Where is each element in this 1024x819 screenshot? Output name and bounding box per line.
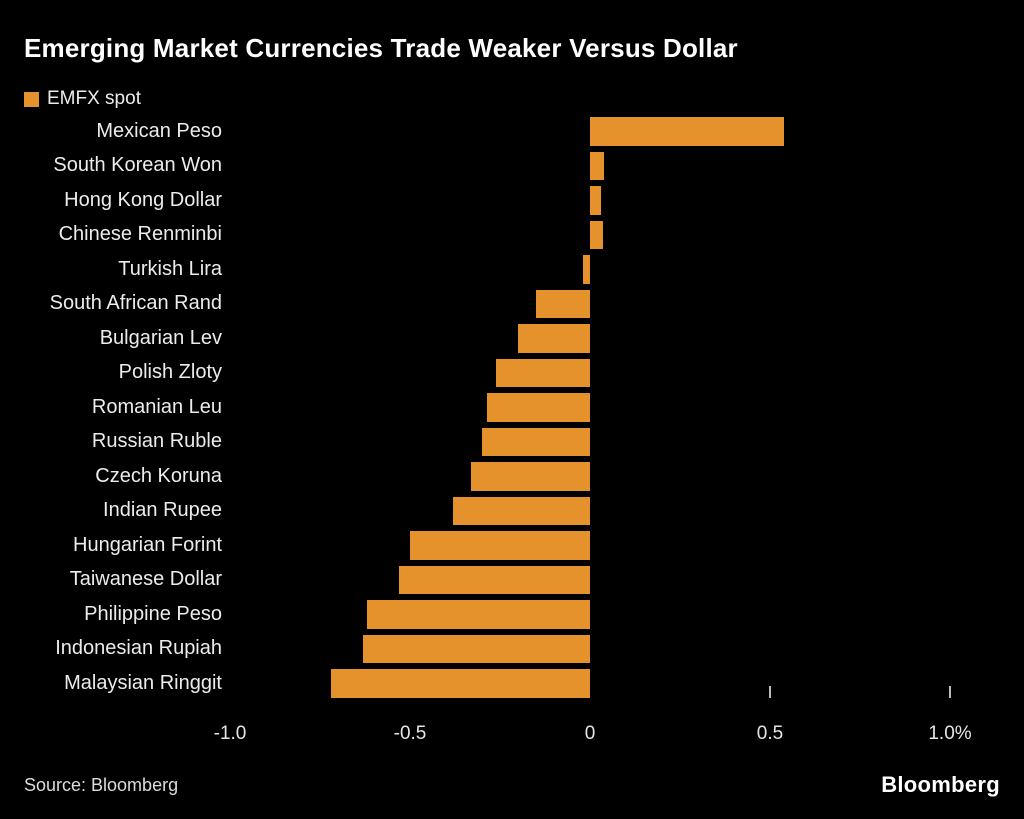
category-label: Turkish Lira bbox=[118, 257, 222, 280]
chart-row: Taiwanese Dollar bbox=[0, 563, 1024, 598]
category-label: Indian Rupee bbox=[103, 499, 222, 522]
bar-negative bbox=[496, 358, 590, 387]
bar-negative bbox=[363, 634, 590, 663]
legend: EMFX spot bbox=[24, 88, 141, 110]
category-label: Russian Ruble bbox=[91, 430, 222, 453]
category-label: Indonesian Rupiah bbox=[55, 637, 222, 660]
bar-negative bbox=[487, 393, 590, 422]
category-label: Mexican Peso bbox=[96, 119, 222, 142]
row-plot bbox=[230, 287, 950, 322]
category-label: South African Rand bbox=[49, 292, 222, 315]
x-tick-label: 0 bbox=[584, 723, 596, 744]
chart-row: Chinese Renminbi bbox=[0, 218, 1024, 253]
row-plot bbox=[230, 494, 950, 529]
row-plot bbox=[230, 218, 950, 253]
chart-row: South Korean Won bbox=[0, 149, 1024, 184]
x-axis: -1.0 -0.5 0 0.5 1.0% bbox=[214, 723, 972, 749]
row-plot bbox=[230, 390, 950, 425]
bar-positive bbox=[590, 151, 605, 180]
category-label: Polish Zloty bbox=[118, 361, 222, 384]
chart-row: Turkish Lira bbox=[0, 252, 1024, 287]
category-label: Philippine Peso bbox=[84, 602, 222, 625]
category-label: South Korean Won bbox=[53, 154, 222, 177]
x-tick-label: 1.0% bbox=[928, 723, 972, 744]
row-plot bbox=[230, 114, 950, 149]
category-label: Chinese Renminbi bbox=[58, 223, 222, 246]
row-plot bbox=[230, 632, 950, 667]
row-plot bbox=[230, 183, 950, 218]
category-label: Czech Koruna bbox=[95, 464, 222, 487]
category-label: Taiwanese Dollar bbox=[69, 568, 222, 591]
bar-positive bbox=[590, 117, 785, 146]
chart-row: Polish Zloty bbox=[0, 356, 1024, 391]
bar-negative bbox=[518, 324, 590, 353]
category-label: Bulgarian Lev bbox=[99, 326, 222, 349]
bar-negative bbox=[366, 600, 590, 629]
x-tick-mark-icon bbox=[769, 686, 771, 698]
bar-positive bbox=[590, 220, 603, 249]
x-tick-label: 0.5 bbox=[756, 723, 784, 744]
chart-row: Romanian Leu bbox=[0, 390, 1024, 425]
bar-negative bbox=[453, 496, 590, 525]
row-plot bbox=[230, 597, 950, 632]
row-plot bbox=[230, 666, 950, 701]
chart-row: Czech Koruna bbox=[0, 459, 1024, 494]
legend-label: EMFX spot bbox=[47, 88, 141, 109]
bar-negative bbox=[471, 462, 590, 491]
bar-negative bbox=[582, 255, 590, 284]
category-label: Hungarian Forint bbox=[73, 533, 222, 556]
tick-marks bbox=[230, 686, 951, 700]
chart-row: South African Rand bbox=[0, 287, 1024, 322]
chart-row: Indonesian Rupiah bbox=[0, 632, 1024, 667]
row-plot bbox=[230, 425, 950, 460]
chart-row: Indian Rupee bbox=[0, 494, 1024, 529]
chart-rows: Mexican Peso South Korean Won Hong Kong Do… bbox=[0, 114, 1024, 701]
chart-row: Malaysian Ringgit bbox=[0, 666, 1024, 701]
chart-row: Mexican Peso bbox=[0, 114, 1024, 149]
bloomberg-logo: Bloomberg bbox=[881, 772, 1000, 797]
category-label: Romanian Leu bbox=[91, 395, 222, 418]
bar-positive bbox=[590, 186, 601, 215]
row-plot bbox=[230, 528, 950, 563]
chart-row: Hungarian Forint bbox=[0, 528, 1024, 563]
x-tick-label: -1.0 bbox=[213, 723, 247, 744]
row-plot bbox=[230, 252, 950, 287]
row-plot bbox=[230, 459, 950, 494]
bar-negative bbox=[482, 427, 590, 456]
x-tick-mark-icon bbox=[949, 686, 951, 698]
source-note: Source: Bloomberg bbox=[24, 775, 179, 795]
bar-negative bbox=[410, 531, 590, 560]
category-label: Hong Kong Dollar bbox=[64, 188, 222, 211]
bar-negative bbox=[399, 565, 590, 594]
chart-row: Philippine Peso bbox=[0, 597, 1024, 632]
x-tick-label: -0.5 bbox=[393, 723, 427, 744]
row-plot bbox=[230, 356, 950, 391]
chart-row: Hong Kong Dollar bbox=[0, 183, 1024, 218]
bar-negative bbox=[536, 289, 590, 318]
bar-negative bbox=[330, 669, 590, 698]
row-plot bbox=[230, 563, 950, 598]
chart-title: Emerging Market Currencies Trade Weaker … bbox=[24, 33, 738, 63]
row-plot bbox=[230, 149, 950, 184]
category-label: Malaysian Ringgit bbox=[64, 671, 222, 694]
chart-row: Bulgarian Lev bbox=[0, 321, 1024, 356]
row-plot bbox=[230, 321, 950, 356]
legend-swatch-icon bbox=[24, 91, 39, 107]
chart-row: Russian Ruble bbox=[0, 425, 1024, 460]
